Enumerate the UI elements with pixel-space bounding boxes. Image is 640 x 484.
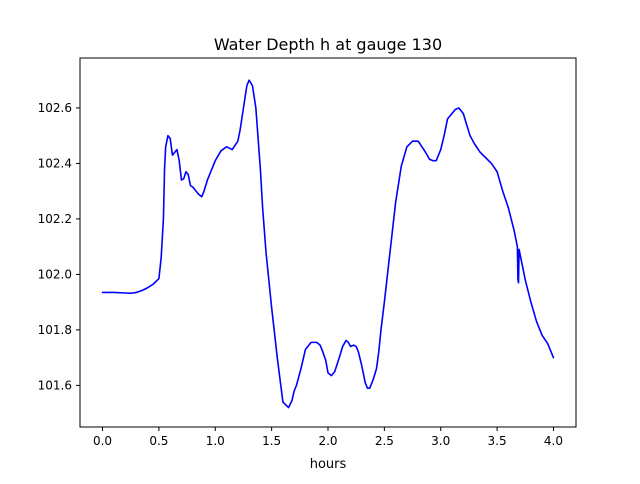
- x-tick-label: 3.0: [431, 434, 450, 448]
- x-axis-label: hours: [310, 457, 347, 472]
- x-tick-label: 0.0: [93, 434, 112, 448]
- x-tick-label: 2.0: [318, 434, 337, 448]
- x-axis: 0.0 0.5 1.0 1.5 2.0 2.5 3.0 3.5 4.0: [93, 427, 563, 448]
- y-tick-label: 102.6: [38, 101, 72, 115]
- series-line: [101, 79, 555, 409]
- y-tick-label: 102.0: [38, 267, 72, 281]
- y-tick-label: 102.2: [38, 212, 72, 226]
- x-tick-label: 3.5: [488, 434, 507, 448]
- axes-frame: [79, 57, 577, 428]
- x-tick-label: 1.5: [262, 434, 281, 448]
- x-tick-label: 1.0: [206, 434, 225, 448]
- plot-area: [101, 79, 555, 409]
- y-tick-label: 101.6: [38, 378, 72, 392]
- y-axis: 101.6 101.8 102.0 102.2 102.4 102.6: [38, 101, 80, 392]
- y-tick-label: 102.4: [38, 156, 72, 170]
- x-tick-label: 2.5: [375, 434, 394, 448]
- y-tick-label: 101.8: [38, 323, 72, 337]
- x-tick-label: 4.0: [544, 434, 563, 448]
- chart-title: Water Depth h at gauge 130: [214, 35, 442, 54]
- x-tick-label: 0.5: [149, 434, 168, 448]
